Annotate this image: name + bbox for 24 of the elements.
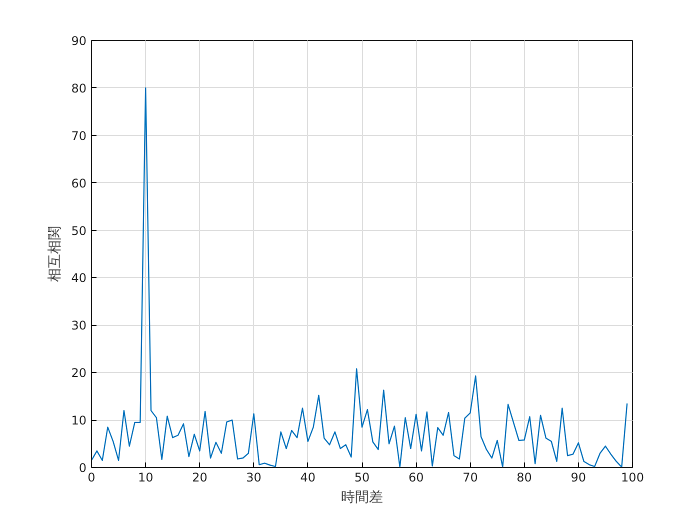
x-tick-label: 40 [300,470,316,484]
y-tick-label: 60 [71,176,87,190]
y-tick-label: 20 [71,366,87,380]
x-tick-label: 70 [462,470,478,484]
x-tick-label: 30 [246,470,262,484]
x-tick-label: 0 [88,470,96,484]
x-tick-label: 10 [138,470,154,484]
y-tick-label: 0 [78,461,87,475]
line-series [92,87,628,468]
y-tick-label: 10 [71,414,87,428]
y-tick-label: 30 [71,318,87,333]
y-tick-label: 80 [71,81,87,96]
y-tick-label: 70 [71,128,87,143]
x-axis-title: 時間差 [341,490,383,506]
x-tick-label: 60 [408,470,424,484]
x-tick-label: 80 [516,470,532,484]
y-tick-label: 40 [71,271,87,286]
y-axis-title: 相互相関 [47,226,64,282]
x-tick-label: 90 [570,470,586,484]
y-tick-label: 50 [71,224,87,238]
x-tick-label: 50 [354,470,370,484]
x-tick-label: 100 [621,470,644,484]
x-tick-label: 20 [192,470,208,484]
y-tick-label: 90 [71,34,87,48]
